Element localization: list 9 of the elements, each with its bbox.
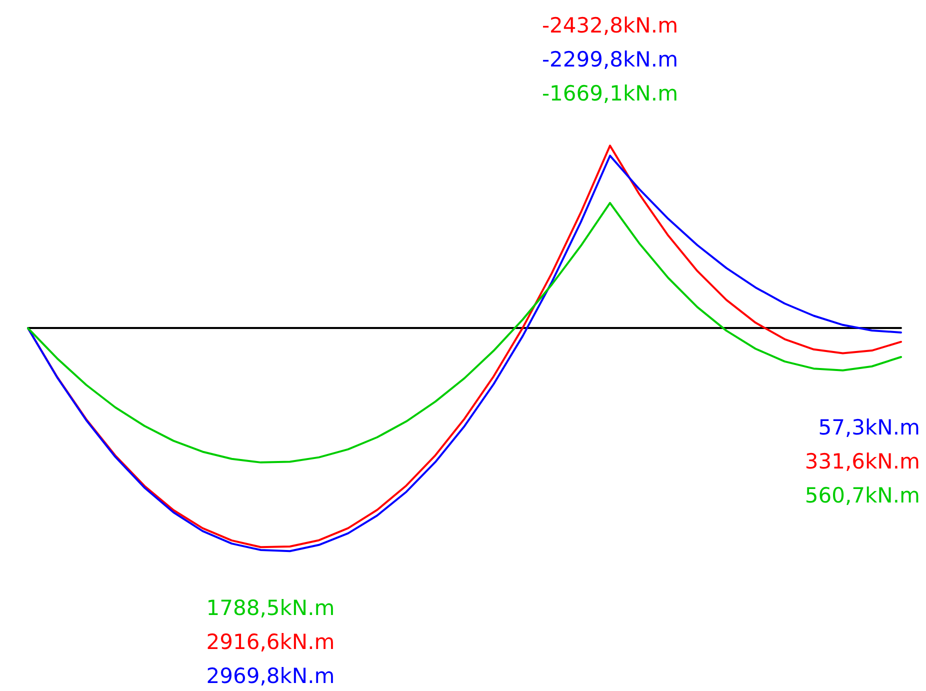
text: 2969,8kN.m	[206, 664, 335, 688]
text: -1669,1kN.m	[542, 82, 678, 106]
annotation: 560,7kN.m	[804, 483, 920, 508]
text: -2299,8kN.m	[542, 48, 678, 72]
text: 2916,6kN.m	[206, 630, 335, 654]
text: 1788,5kN.m	[206, 596, 335, 620]
text: -2432,8kN.m	[542, 14, 678, 38]
annotation: 57,3kN.m	[818, 415, 920, 440]
annotation: 331,6kN.m	[804, 449, 920, 474]
